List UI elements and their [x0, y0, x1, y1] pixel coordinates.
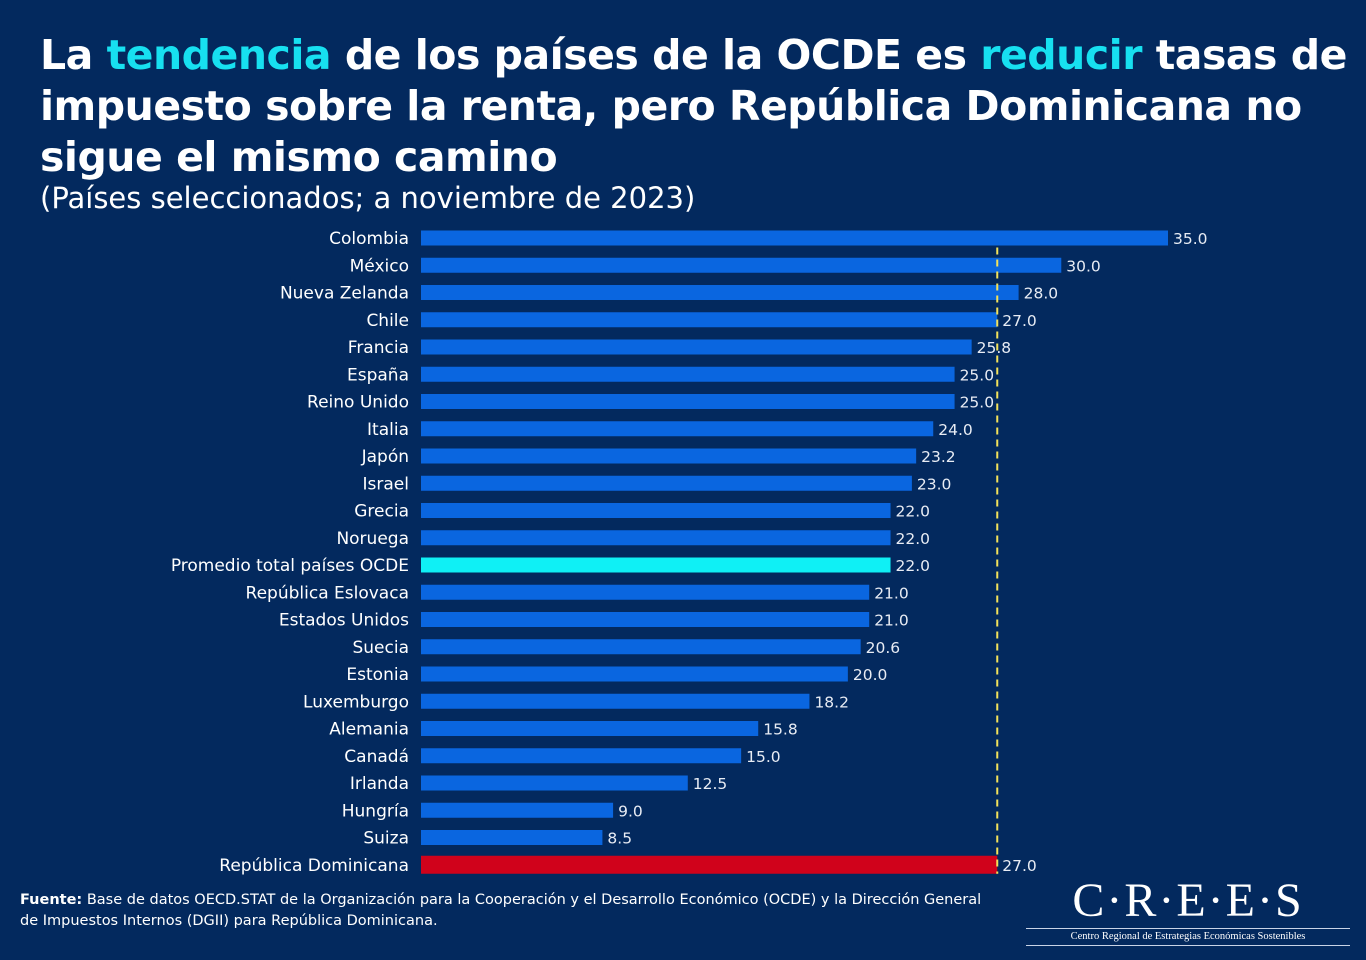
source-note: Fuente: Base de datos OECD.STAT de la Or… — [20, 890, 1000, 932]
value-label: 12.5 — [693, 775, 728, 793]
value-label: 15.0 — [746, 748, 781, 766]
crees-logo: C·R·E·E·S Centro Regional de Estrategias… — [1026, 876, 1350, 947]
category-label: Luxemburgo — [303, 692, 409, 712]
source-text: Base de datos OECD.STAT de la Organizaci… — [20, 892, 982, 929]
category-label: Estados Unidos — [279, 611, 409, 631]
bar-country — [421, 503, 891, 518]
category-label: Nueva Zelanda — [280, 284, 409, 304]
source-label: Fuente: — [20, 892, 83, 908]
logo-divider — [1026, 945, 1350, 946]
value-label: 21.0 — [874, 612, 909, 630]
bar-country — [421, 775, 688, 791]
value-label: 21.0 — [874, 584, 909, 602]
bar-country — [421, 584, 870, 600]
value-label: 27.0 — [1002, 857, 1037, 875]
value-label: 20.6 — [866, 639, 901, 657]
value-label: 28.0 — [1024, 285, 1059, 303]
category-label: Francia — [348, 338, 409, 358]
bar-country — [421, 693, 810, 709]
category-label: República Eslovaca — [246, 583, 409, 603]
bar-country — [421, 285, 1019, 300]
value-label: 15.8 — [763, 721, 798, 739]
bar-country — [421, 339, 972, 355]
category-label: República Dominicana — [219, 856, 409, 876]
value-label: 25.0 — [960, 394, 995, 412]
value-label: 9.0 — [618, 802, 643, 820]
value-label: 23.2 — [921, 448, 956, 466]
category-label: México — [350, 256, 409, 276]
logo-name: C·R·E·E·S — [1072, 874, 1304, 927]
bar-dominican — [421, 855, 998, 874]
value-label: 30.0 — [1066, 257, 1101, 275]
category-label: Italia — [367, 420, 409, 440]
value-label: 24.0 — [938, 421, 973, 439]
category-label: Promedio total países OCDE — [171, 556, 409, 576]
title-part: de los países de la OCDE es — [331, 31, 981, 79]
category-label: Colombia — [329, 229, 409, 249]
category-label: Israel — [363, 474, 409, 494]
bar-country — [421, 666, 848, 682]
bar-country — [421, 421, 934, 437]
title-highlight-tendencia: tendencia — [106, 31, 332, 79]
bar-country — [421, 612, 870, 627]
value-label: 23.0 — [917, 475, 952, 493]
bar-country — [421, 366, 955, 382]
category-label: Estonia — [346, 665, 409, 685]
value-label: 22.0 — [896, 530, 931, 548]
logo-tagline: Centro Regional de Estrategias Económica… — [1070, 931, 1306, 942]
value-label: 8.5 — [607, 830, 632, 848]
bar-country — [421, 802, 614, 818]
category-label: Chile — [366, 311, 409, 331]
category-label: Noruega — [336, 529, 409, 549]
category-label: España — [347, 365, 409, 385]
value-label: 20.0 — [853, 666, 888, 684]
value-label: 35.0 — [1173, 230, 1208, 248]
bar-country — [421, 448, 917, 464]
category-label: Irlanda — [350, 774, 409, 794]
category-label: Hungría — [342, 801, 409, 821]
title-part: tasas de impuesto sobre la renta, pero R… — [40, 31, 1347, 181]
bar-average — [421, 557, 891, 573]
bar-country — [421, 530, 891, 546]
bar-country — [421, 475, 912, 491]
logo-divider — [1026, 928, 1350, 929]
bar-country — [421, 394, 955, 409]
bar-country — [421, 830, 603, 845]
bar-country — [421, 257, 1062, 273]
value-label: 22.0 — [896, 503, 931, 521]
chart-title: La tendencia de los países de la OCDE es… — [40, 30, 1360, 183]
bar-country — [421, 721, 759, 736]
bar-country — [421, 312, 998, 328]
title-part: La — [40, 31, 107, 79]
value-label: 27.0 — [1002, 312, 1037, 330]
value-label: 25.0 — [960, 366, 995, 384]
value-label: 22.0 — [896, 557, 931, 575]
category-label: Reino Unido — [307, 393, 409, 413]
bar-country — [421, 748, 742, 764]
category-label: Suiza — [363, 829, 409, 849]
bar-country — [421, 230, 1168, 246]
title-highlight-reducir: reducir — [980, 31, 1142, 79]
category-label: Japón — [361, 447, 409, 467]
category-label: Alemania — [329, 720, 409, 740]
chart-subtitle: (Países seleccionados; a noviembre de 20… — [40, 181, 696, 215]
bar-country — [421, 639, 861, 655]
value-label: 18.2 — [814, 693, 849, 711]
category-label: Canadá — [344, 747, 409, 767]
value-label: 25.8 — [977, 339, 1012, 357]
category-label: Suecia — [352, 638, 409, 658]
category-label: Grecia — [354, 502, 409, 522]
